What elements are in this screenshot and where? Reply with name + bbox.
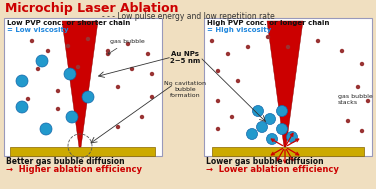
Circle shape: [30, 39, 34, 43]
Circle shape: [150, 72, 154, 76]
Text: gas bubble
stacks: gas bubble stacks: [338, 94, 373, 105]
Circle shape: [253, 105, 264, 116]
Circle shape: [286, 45, 290, 49]
Polygon shape: [62, 21, 98, 147]
Circle shape: [106, 49, 110, 53]
Text: Microchip Laser Ablation: Microchip Laser Ablation: [5, 2, 179, 15]
Text: = High viscosity: = High viscosity: [207, 27, 271, 33]
Circle shape: [66, 44, 70, 48]
Text: →  Lower ablation efficiency: → Lower ablation efficiency: [206, 165, 339, 174]
Text: Low PVP conc. or shorter chain: Low PVP conc. or shorter chain: [7, 20, 130, 26]
Circle shape: [56, 107, 60, 111]
Circle shape: [346, 119, 350, 123]
Circle shape: [210, 39, 214, 43]
Circle shape: [86, 37, 90, 41]
Circle shape: [106, 52, 110, 56]
Circle shape: [287, 132, 297, 143]
FancyBboxPatch shape: [10, 147, 155, 156]
Circle shape: [236, 79, 240, 83]
Text: = Low viscosity: = Low viscosity: [7, 27, 69, 33]
Circle shape: [230, 115, 234, 119]
Circle shape: [216, 69, 220, 73]
Circle shape: [264, 114, 276, 125]
Text: gas bubble: gas bubble: [108, 39, 145, 54]
Circle shape: [76, 65, 80, 69]
FancyBboxPatch shape: [212, 147, 364, 156]
Circle shape: [366, 99, 370, 103]
Text: No cavitation
bubble
formation: No cavitation bubble formation: [164, 81, 206, 98]
Polygon shape: [267, 21, 303, 147]
Circle shape: [216, 127, 220, 131]
Circle shape: [40, 123, 52, 135]
Circle shape: [116, 125, 120, 129]
Text: Lower gas bubble diffusion: Lower gas bubble diffusion: [206, 157, 324, 166]
FancyBboxPatch shape: [4, 18, 162, 156]
Text: High PVP conc. or longer chain: High PVP conc. or longer chain: [207, 20, 329, 26]
Circle shape: [66, 111, 78, 123]
Circle shape: [360, 129, 364, 133]
Circle shape: [16, 101, 28, 113]
Text: Au NPs
2~5 nm: Au NPs 2~5 nm: [170, 51, 200, 64]
Circle shape: [16, 75, 28, 87]
Circle shape: [276, 123, 288, 135]
Circle shape: [216, 99, 220, 103]
Circle shape: [267, 133, 277, 145]
Circle shape: [340, 49, 344, 53]
Circle shape: [150, 95, 154, 99]
Circle shape: [126, 42, 130, 46]
Circle shape: [46, 49, 50, 53]
Circle shape: [256, 122, 267, 132]
Circle shape: [360, 62, 364, 66]
Circle shape: [266, 35, 270, 39]
Circle shape: [36, 67, 40, 71]
Text: →  Higher ablation efficiency: → Higher ablation efficiency: [6, 165, 142, 174]
Circle shape: [130, 67, 134, 71]
Circle shape: [247, 129, 258, 139]
Circle shape: [276, 105, 288, 116]
Circle shape: [64, 68, 76, 80]
Circle shape: [116, 85, 120, 89]
Circle shape: [246, 45, 250, 49]
Circle shape: [316, 39, 320, 43]
Circle shape: [356, 85, 360, 89]
Circle shape: [26, 97, 30, 101]
Circle shape: [82, 91, 94, 103]
Circle shape: [140, 115, 144, 119]
Circle shape: [36, 55, 48, 67]
Circle shape: [226, 52, 230, 56]
Circle shape: [56, 89, 60, 93]
FancyBboxPatch shape: [204, 18, 372, 156]
Circle shape: [146, 52, 150, 56]
Text: Better gas bubble diffusion: Better gas bubble diffusion: [6, 157, 124, 166]
Text: - - - Low pulse energy and low repetition rate: - - - Low pulse energy and low repetitio…: [102, 12, 274, 21]
